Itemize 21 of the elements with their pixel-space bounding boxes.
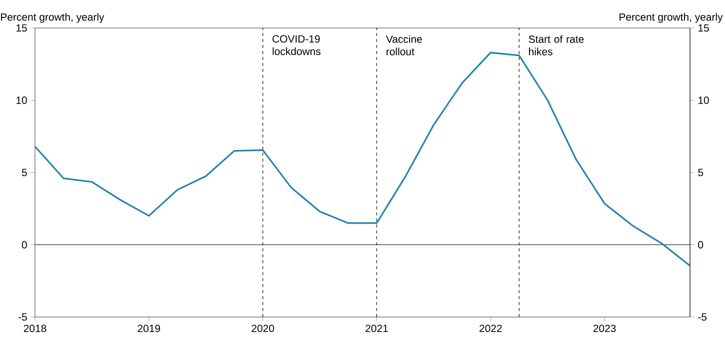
y2-tick-label: 5 [698, 168, 704, 176]
ref-line-label: COVID-19 lockdowns [272, 35, 320, 56]
y-tick-label: 10 [16, 96, 27, 104]
x-tick-label: 2020 [252, 324, 274, 332]
y2-axis-title: Percent growth, yearly [620, 13, 723, 23]
x-tick-label: 2018 [24, 324, 46, 332]
y-tick-label: -5 [18, 313, 27, 321]
y-axis-title: Percent growth, yearly [1, 13, 104, 23]
x-tick-label: 2019 [138, 324, 160, 332]
y2-tick-label: -5 [698, 313, 707, 321]
y-tick-label: 0 [22, 241, 27, 248]
y2-tick-label: 0 [698, 241, 704, 248]
x-tick-label: 2021 [366, 324, 388, 332]
y-tick-label: 5 [22, 168, 27, 176]
x-tick-label: 2023 [593, 324, 616, 332]
ref-line-label: Start of rate hikes [528, 35, 584, 56]
ref-line-label: Vaccine rollout [386, 35, 422, 56]
y-tick-label: 15 [16, 24, 27, 32]
y2-tick-label: 10 [698, 96, 709, 104]
y2-tick-label: 15 [698, 24, 709, 32]
x-tick-label: 2022 [480, 324, 502, 332]
